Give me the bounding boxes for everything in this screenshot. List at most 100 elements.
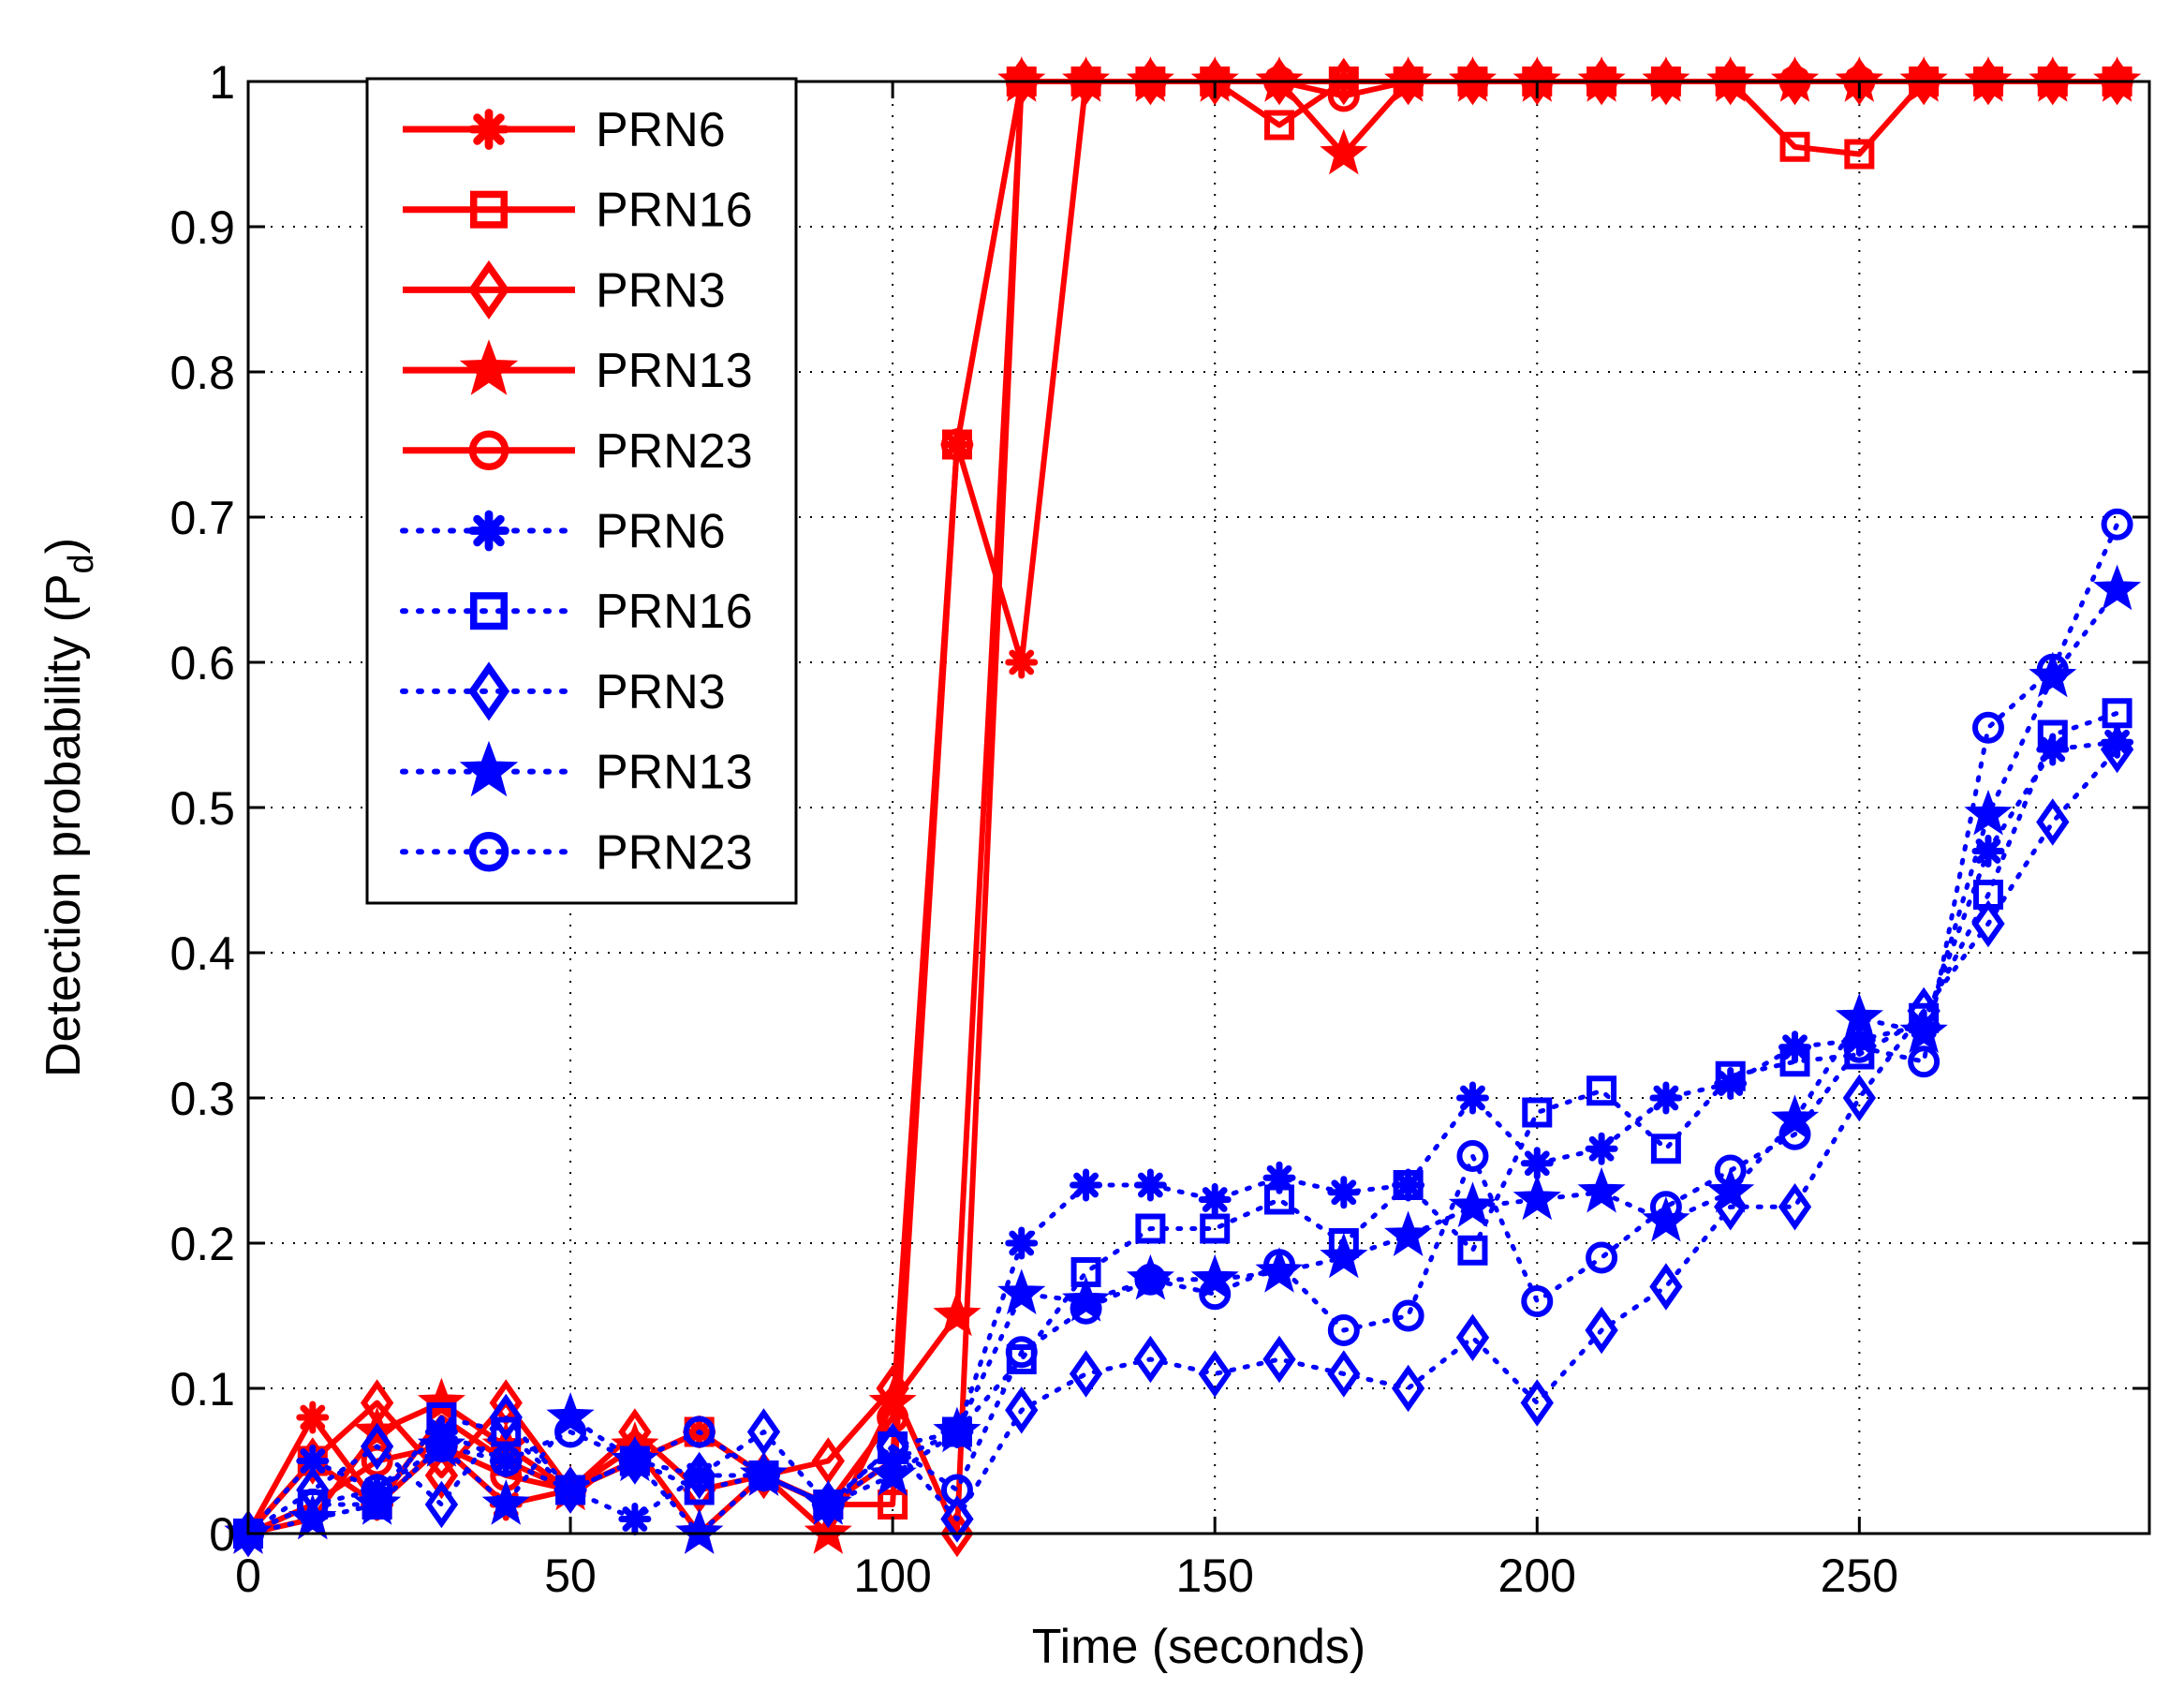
data-point <box>812 1489 845 1520</box>
data-point <box>2101 508 2133 541</box>
data-point <box>684 1475 715 1505</box>
data-point <box>804 1479 852 1525</box>
data-point <box>2036 798 2070 846</box>
data-point <box>1586 1075 1617 1106</box>
y-tick-label: 0.2 <box>170 1218 235 1270</box>
legend-item: PRN16 <box>403 184 753 238</box>
data-point <box>1448 1181 1498 1228</box>
data-point <box>1262 1335 1296 1384</box>
data-point <box>1455 1081 1489 1115</box>
data-point <box>296 1401 330 1434</box>
y-axis-label: Detection probability (Pd) <box>37 538 101 1077</box>
data-point <box>553 1466 587 1514</box>
data-point <box>739 1450 789 1496</box>
data-point <box>868 1450 917 1496</box>
data-point <box>618 1503 652 1535</box>
data-point <box>1200 1213 1231 1244</box>
legend-item: PRN13 <box>400 740 753 800</box>
data-point <box>1649 1263 1683 1311</box>
data-point <box>1779 131 1810 162</box>
data-point <box>425 1431 458 1462</box>
data-point <box>1198 1183 1232 1216</box>
data-point <box>1320 128 1368 175</box>
x-axis-label: Time (seconds) <box>1032 1620 1365 1674</box>
legend: PRN6 PRN16 PRN3 PRN13 PRN23 PRN6 PRN16 PRN3 PRN1… <box>365 77 798 905</box>
legend-marker <box>468 832 509 872</box>
legend-marker <box>459 339 519 395</box>
axis-ticks: 0 50 100 150 200 250 0 0.1 0.2 0.3 0.4 0.5 0.6 0.7 0.8… <box>170 56 2149 1602</box>
legend-label: PRN16 <box>596 184 753 238</box>
data-point <box>1070 1168 1103 1202</box>
data-point <box>554 1416 587 1448</box>
data-point <box>1320 1232 1368 1279</box>
legend-label: PRN3 <box>596 665 726 719</box>
data-point <box>877 1431 909 1462</box>
data-point <box>933 1406 981 1453</box>
data-point <box>490 1445 523 1477</box>
y-tick-label: 0.8 <box>170 347 235 399</box>
data-point <box>481 1479 530 1525</box>
legend-item: PRN3 <box>403 259 726 319</box>
data-point <box>1327 1350 1361 1398</box>
data-point <box>1264 1184 1295 1215</box>
legend-marker <box>468 510 509 552</box>
data-point <box>1899 1007 1948 1054</box>
data-point <box>1263 1249 1296 1282</box>
legend-label: PRN13 <box>596 344 753 398</box>
y-tick-label: 0.6 <box>170 637 235 689</box>
legend-marker <box>470 592 508 630</box>
series-blue-prn23 <box>232 508 2133 1549</box>
data-point <box>1971 899 2005 948</box>
data-point <box>1520 1147 1554 1180</box>
legend-marker <box>468 109 509 150</box>
data-point <box>546 1392 595 1438</box>
legend-label: PRN23 <box>596 825 753 880</box>
legend-label: PRN6 <box>596 505 726 559</box>
data-point <box>1133 1168 1167 1202</box>
data-point <box>1199 1278 1232 1311</box>
data-point <box>2036 653 2069 686</box>
data-point <box>1393 1170 1424 1200</box>
data-point <box>2093 564 2142 611</box>
y-tick-label: 0.5 <box>170 782 235 835</box>
data-point <box>675 1508 724 1554</box>
data-point <box>618 1445 651 1477</box>
data-point <box>1844 139 1875 170</box>
y-tick-label: 0 <box>209 1508 235 1561</box>
data-point <box>417 1377 466 1424</box>
x-tick-label: 200 <box>1498 1549 1576 1602</box>
data-point <box>747 1460 780 1491</box>
data-point <box>1586 1241 1618 1274</box>
data-point <box>1649 1191 1682 1223</box>
data-point <box>360 1422 394 1471</box>
data-point <box>1971 711 2004 744</box>
data-point <box>1842 1074 1877 1122</box>
data-point <box>1198 1350 1232 1398</box>
legend-item: PRN3 <box>400 661 726 721</box>
legend-item: PRN6 <box>403 103 726 157</box>
data-point <box>1650 1134 1681 1164</box>
data-point <box>2102 698 2132 729</box>
data-point <box>1327 1314 1360 1346</box>
y-tick-label: 0.9 <box>170 201 235 254</box>
data-point <box>296 1445 330 1477</box>
legend-marker <box>468 430 509 471</box>
data-point <box>1778 1118 1811 1150</box>
data-point <box>417 1421 466 1467</box>
legend-marker <box>470 190 508 229</box>
data-point <box>1062 1276 1111 1322</box>
data-point <box>1522 1097 1553 1128</box>
data-point <box>1706 1166 1755 1213</box>
data-point <box>424 1451 459 1500</box>
data-point <box>1585 1132 1618 1165</box>
y-tick-label: 0.3 <box>170 1073 235 1125</box>
legend-item: PRN16 <box>400 585 753 639</box>
legend-label: PRN3 <box>596 263 726 318</box>
data-point <box>1513 1174 1561 1221</box>
data-point <box>296 1489 329 1520</box>
x-tick-label: 250 <box>1821 1549 1898 1602</box>
legend-label: PRN13 <box>596 746 753 800</box>
data-point <box>1133 1335 1168 1384</box>
